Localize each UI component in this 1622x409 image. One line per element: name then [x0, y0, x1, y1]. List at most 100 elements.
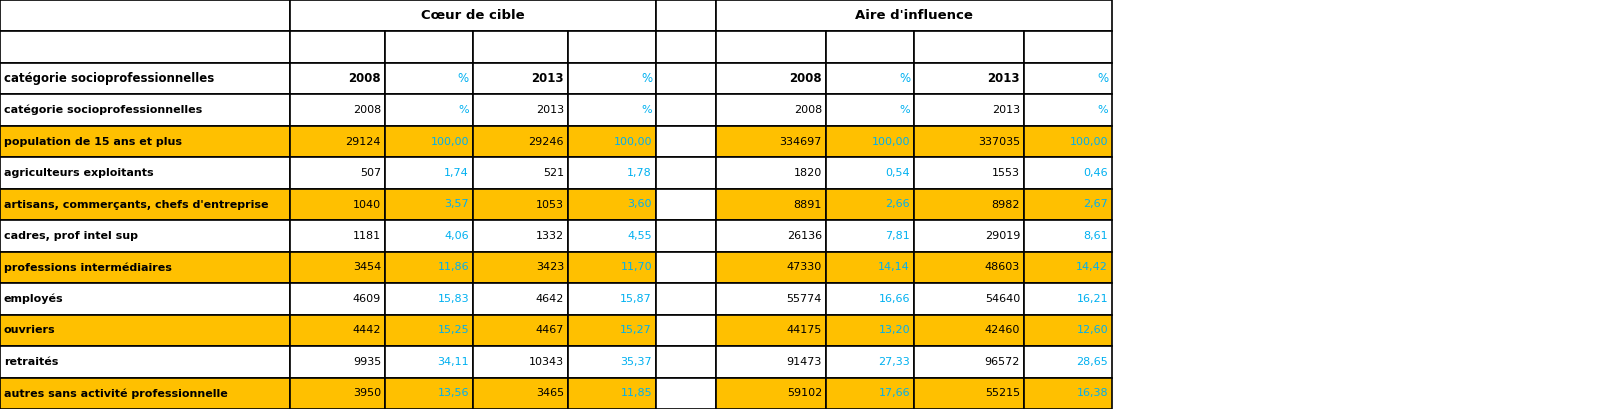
Text: 4467: 4467 — [535, 325, 564, 335]
Text: 15,25: 15,25 — [438, 325, 469, 335]
Text: 16,38: 16,38 — [1077, 388, 1108, 398]
Text: 2008: 2008 — [790, 72, 822, 85]
Bar — [655, 94, 715, 126]
Text: Aire d'influence: Aire d'influence — [855, 9, 973, 22]
Text: %: % — [641, 72, 652, 85]
Bar — [715, 346, 826, 378]
Text: 27,33: 27,33 — [878, 357, 910, 367]
Bar — [474, 378, 568, 409]
Bar — [1023, 189, 1113, 220]
Bar — [568, 31, 655, 63]
Bar — [290, 220, 384, 252]
Bar — [1023, 315, 1113, 346]
Text: %: % — [899, 105, 910, 115]
Bar — [384, 283, 474, 315]
Bar — [655, 0, 715, 31]
Text: 17,66: 17,66 — [879, 388, 910, 398]
Bar — [0, 346, 290, 378]
Text: 4,06: 4,06 — [444, 231, 469, 241]
Bar — [915, 126, 1023, 157]
Bar — [290, 378, 384, 409]
Text: 10343: 10343 — [529, 357, 564, 367]
Bar — [826, 220, 915, 252]
Bar — [0, 0, 290, 31]
Text: 15,27: 15,27 — [620, 325, 652, 335]
Text: employés: employés — [3, 294, 63, 304]
Bar — [0, 220, 290, 252]
Bar — [290, 157, 384, 189]
Text: 3465: 3465 — [535, 388, 564, 398]
Bar — [655, 346, 715, 378]
Bar — [915, 378, 1023, 409]
Text: %: % — [641, 105, 652, 115]
Bar — [826, 378, 915, 409]
Bar — [474, 94, 568, 126]
Text: 91473: 91473 — [787, 357, 822, 367]
Text: catégorie socioprofessionnelles: catégorie socioprofessionnelles — [3, 105, 203, 115]
Bar — [0, 283, 290, 315]
Text: 15,83: 15,83 — [438, 294, 469, 304]
Bar — [474, 346, 568, 378]
Text: 8,61: 8,61 — [1083, 231, 1108, 241]
Text: 100,00: 100,00 — [1069, 137, 1108, 146]
Text: 35,37: 35,37 — [620, 357, 652, 367]
Text: 16,66: 16,66 — [879, 294, 910, 304]
Bar — [915, 315, 1023, 346]
Bar — [915, 346, 1023, 378]
Bar — [715, 0, 1113, 31]
Bar — [384, 94, 474, 126]
Text: 8982: 8982 — [991, 200, 1020, 209]
Text: 4,55: 4,55 — [628, 231, 652, 241]
Text: retraités: retraités — [3, 357, 58, 367]
Bar — [568, 283, 655, 315]
Bar — [655, 378, 715, 409]
Text: 4642: 4642 — [535, 294, 564, 304]
Text: 48603: 48603 — [985, 263, 1020, 272]
Bar — [290, 63, 384, 94]
Bar — [715, 31, 826, 63]
Bar — [384, 31, 474, 63]
Bar — [290, 0, 655, 31]
Text: cadres, prof intel sup: cadres, prof intel sup — [3, 231, 138, 241]
Text: 2008: 2008 — [352, 105, 381, 115]
Bar — [474, 157, 568, 189]
Bar — [384, 378, 474, 409]
Bar — [826, 189, 915, 220]
Bar — [1023, 157, 1113, 189]
Text: 3,60: 3,60 — [628, 200, 652, 209]
Bar — [1023, 378, 1113, 409]
Text: 2013: 2013 — [532, 72, 564, 85]
Text: 334697: 334697 — [780, 137, 822, 146]
Bar — [0, 157, 290, 189]
Text: 11,70: 11,70 — [620, 263, 652, 272]
Text: 1553: 1553 — [993, 168, 1020, 178]
Text: 1181: 1181 — [354, 231, 381, 241]
Text: 13,56: 13,56 — [438, 388, 469, 398]
Bar — [715, 378, 826, 409]
Text: 507: 507 — [360, 168, 381, 178]
Text: 26136: 26136 — [787, 231, 822, 241]
Bar — [384, 346, 474, 378]
Bar — [715, 189, 826, 220]
Bar — [0, 126, 290, 157]
Bar — [568, 189, 655, 220]
Text: 8891: 8891 — [793, 200, 822, 209]
Text: %: % — [899, 72, 910, 85]
Text: %: % — [457, 72, 469, 85]
Bar — [1023, 31, 1113, 63]
Text: artisans, commerçants, chefs d'entreprise: artisans, commerçants, chefs d'entrepris… — [3, 200, 269, 209]
Text: 3950: 3950 — [354, 388, 381, 398]
Bar — [290, 31, 384, 63]
Bar — [474, 189, 568, 220]
Text: 14,42: 14,42 — [1075, 263, 1108, 272]
Text: 54640: 54640 — [985, 294, 1020, 304]
Text: 16,21: 16,21 — [1077, 294, 1108, 304]
Text: 4609: 4609 — [352, 294, 381, 304]
Bar — [1023, 283, 1113, 315]
Bar — [384, 126, 474, 157]
Bar — [1023, 220, 1113, 252]
Text: 100,00: 100,00 — [613, 137, 652, 146]
Text: 2013: 2013 — [535, 105, 564, 115]
Text: 100,00: 100,00 — [871, 137, 910, 146]
Bar — [1023, 346, 1113, 378]
